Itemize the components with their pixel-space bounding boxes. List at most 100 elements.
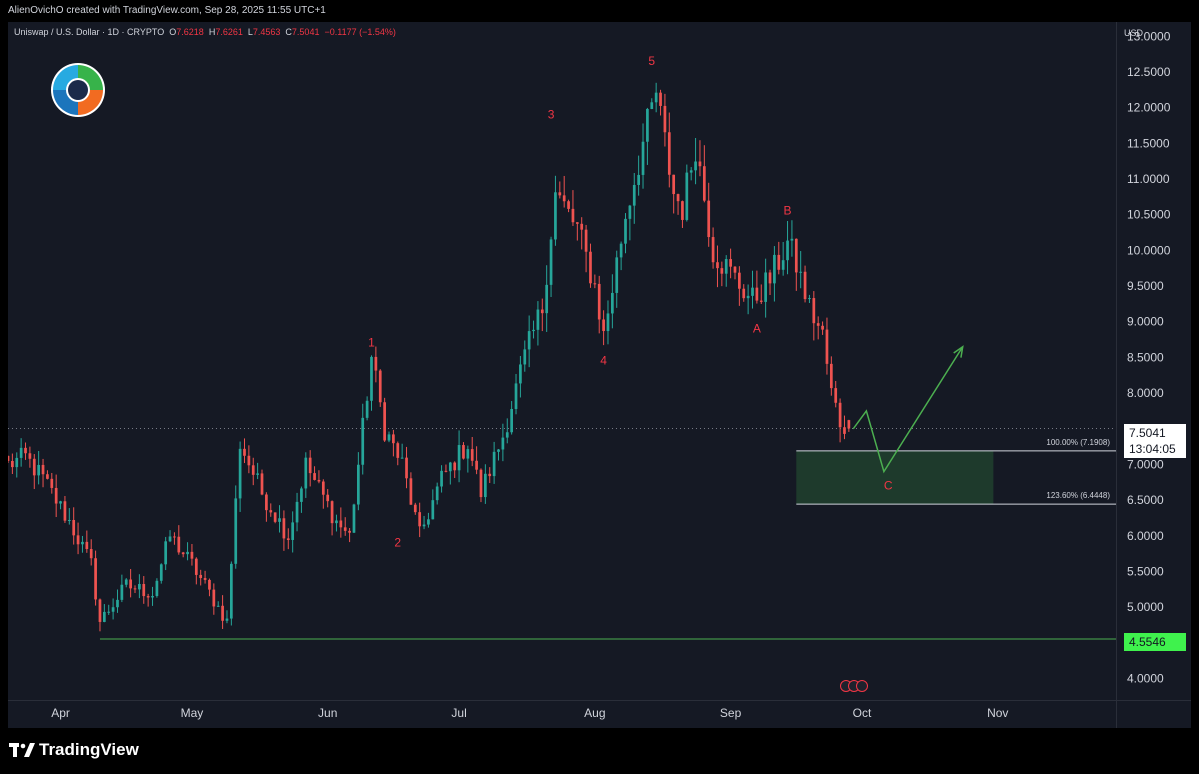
symbol-name[interactable]: Uniswap / U.S. Dollar · 1D · CRYPTO xyxy=(14,27,165,37)
tradingview-logo-icon xyxy=(9,743,35,757)
candle-body xyxy=(269,510,273,513)
candle-body xyxy=(352,504,356,533)
candle-body xyxy=(628,205,632,219)
candle-body xyxy=(505,432,509,438)
candle-body xyxy=(295,501,299,523)
candle-body xyxy=(409,478,413,505)
currency-label[interactable]: USD xyxy=(1124,28,1144,38)
candle-body xyxy=(278,518,281,522)
candle-body xyxy=(203,578,207,580)
candle-body xyxy=(238,448,242,499)
candle-body xyxy=(282,518,286,539)
candle-body xyxy=(702,166,706,201)
candle-body xyxy=(212,589,216,607)
candle-body xyxy=(356,464,360,505)
candle-body xyxy=(32,458,36,476)
candle-body xyxy=(59,501,62,504)
candle-body xyxy=(247,455,251,466)
candle-body xyxy=(422,524,426,527)
wave-label: 4 xyxy=(600,354,607,368)
candle-body xyxy=(234,498,238,564)
tradingview-brand[interactable]: TradingView xyxy=(9,740,139,760)
candle-body xyxy=(650,102,654,109)
candle-body xyxy=(330,501,334,524)
candle-body xyxy=(24,447,27,454)
candle-body xyxy=(834,388,838,403)
candle-body xyxy=(256,473,259,475)
candle-body xyxy=(111,607,115,612)
candle-body xyxy=(676,194,680,202)
candle-body xyxy=(510,409,513,433)
time-tick-label: Nov xyxy=(987,706,1008,720)
candle-body xyxy=(194,558,198,575)
candle-body xyxy=(759,300,763,302)
price-tick-label: 12.5000 xyxy=(1127,65,1171,79)
candle-body xyxy=(812,298,816,324)
candle-body xyxy=(768,272,772,284)
candle-body xyxy=(383,402,386,441)
candle-body xyxy=(85,541,89,550)
candle-body xyxy=(273,512,277,522)
time-tick-label: Apr xyxy=(51,706,70,720)
candle-body xyxy=(448,462,452,472)
close-value: 7.5041 xyxy=(291,27,320,37)
candle-body xyxy=(707,200,711,238)
candle-body xyxy=(624,218,627,244)
close-label: C xyxy=(285,27,292,37)
price-tick-label: 13.0000 xyxy=(1127,29,1171,43)
chart-attribution: AlienOvichO created with TradingView.com… xyxy=(0,0,1199,22)
candle-body xyxy=(681,201,684,220)
wave-label: C xyxy=(884,478,893,492)
candle-body xyxy=(606,313,610,332)
wave-label: 1 xyxy=(368,336,375,350)
candle-body xyxy=(794,238,798,273)
candle-body xyxy=(755,287,759,301)
candle-body xyxy=(313,473,316,480)
wave-label: A xyxy=(753,321,761,335)
candle-body xyxy=(286,538,290,540)
candle-body xyxy=(72,519,76,536)
candle-body xyxy=(475,460,478,470)
low-value: 7.4563 xyxy=(252,27,281,37)
candle-body xyxy=(243,448,246,456)
price-chart[interactable]: 4.00004.50005.00005.50006.00006.50007.00… xyxy=(8,22,1191,728)
candle-body xyxy=(124,579,128,585)
candle-body xyxy=(164,541,168,565)
candle-body xyxy=(825,329,829,364)
price-tick-label: 9.5000 xyxy=(1127,279,1164,293)
candle-body xyxy=(589,251,592,284)
open-value: 7.6218 xyxy=(176,27,204,37)
candle-body xyxy=(453,462,457,471)
candle-body xyxy=(365,400,369,418)
change-value: −0.1177 (−1.54%) xyxy=(324,27,396,37)
candle-body xyxy=(444,470,448,472)
candle-body xyxy=(133,588,137,590)
candle-body xyxy=(291,522,295,540)
candle-body xyxy=(300,488,303,502)
chart-area[interactable]: 4.00004.50005.00005.50006.00006.50007.00… xyxy=(8,22,1191,728)
candle-body xyxy=(396,443,400,458)
candle-body xyxy=(102,611,106,622)
candle-body xyxy=(829,363,833,389)
event-badge-icon[interactable] xyxy=(856,680,868,692)
price-axis-panel xyxy=(1116,22,1191,728)
price-tick-label: 8.5000 xyxy=(1127,350,1164,364)
candle-body xyxy=(716,262,719,269)
candle-body xyxy=(387,434,391,441)
candle-body xyxy=(348,530,351,533)
candle-body xyxy=(619,243,623,258)
price-tick-label: 7.0000 xyxy=(1127,457,1164,471)
candle-body xyxy=(773,254,776,284)
candle-body xyxy=(632,184,636,206)
candle-body xyxy=(317,479,321,482)
candle-body xyxy=(575,222,579,224)
candle-body xyxy=(186,551,189,555)
price-tick-label: 11.5000 xyxy=(1127,136,1170,150)
price-tick-label: 10.5000 xyxy=(1127,208,1171,222)
candle-body xyxy=(181,552,185,555)
candle-body xyxy=(554,192,557,240)
candle-body xyxy=(549,239,553,285)
candle-body xyxy=(304,457,308,489)
candle-body xyxy=(54,487,58,504)
price-tick-label: 10.0000 xyxy=(1127,243,1171,257)
